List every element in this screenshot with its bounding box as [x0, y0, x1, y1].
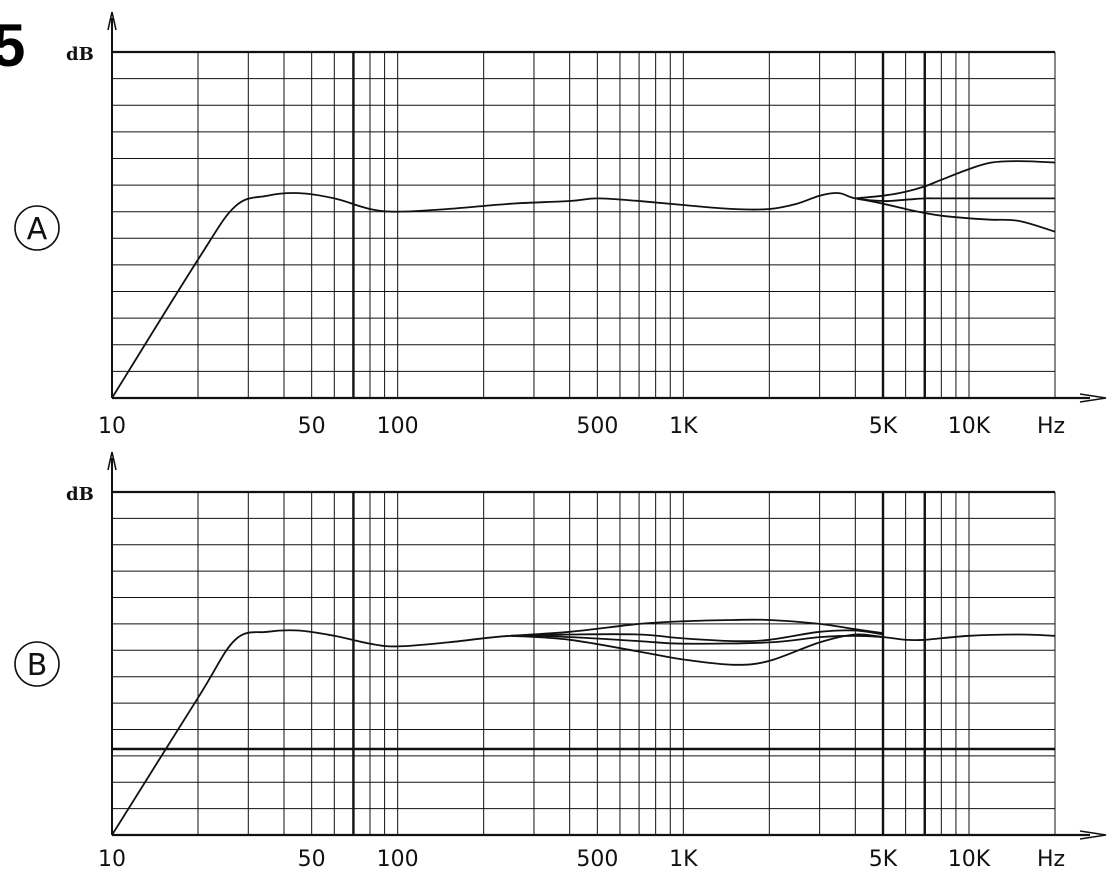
panel-a-axes — [107, 11, 1107, 403]
panel-a-x-tick-label: 50 — [298, 414, 326, 439]
panel-a-label-badge: A — [14, 205, 60, 251]
panel-b-y-axis-arrow — [107, 451, 117, 471]
panel-a-x-tick-label: 100 — [377, 414, 419, 439]
panel-b-response-curve-2 — [511, 618, 884, 637]
panel-a-grid — [112, 50, 1056, 398]
panel-b-x-tick-label: 10K — [948, 847, 991, 872]
panel-b-x-tick-label: 5K — [869, 847, 898, 872]
panel-a-x-tick-label: 10K — [948, 414, 991, 439]
panel-a-response-curve-1 — [112, 192, 1055, 398]
panel-a-tick-labels: 10 50 100 500 1K 5K 10K — [98, 414, 991, 439]
panel-b-x-tick-label: 100 — [377, 847, 419, 872]
panel-b-x-tick-label: 50 — [298, 847, 326, 872]
panel-b-tick-labels: 10 50 100 500 1K 5K 10K — [98, 847, 991, 872]
panel-a-label-circle — [14, 205, 60, 251]
panel-b-response-curve-4 — [511, 629, 884, 643]
panel-a-response-curve-3 — [855, 197, 1055, 233]
panel-a: 10 50 100 500 1K 5K 10K dB Hz A — [14, 11, 1107, 439]
panel-b-grid — [112, 490, 1056, 835]
panel-a-x-tick-label: 500 — [576, 414, 618, 439]
panel-b: 10 50 100 500 1K 5K 10K dB Hz B — [14, 451, 1107, 872]
panel-a-response-curve-2 — [855, 160, 1055, 200]
panel-b-label-circle — [14, 641, 60, 687]
panel-a-y-unit: dB — [66, 44, 94, 65]
panel-a-curves — [112, 160, 1055, 398]
panel-b-x-unit: Hz — [1037, 847, 1065, 872]
panel-b-response-curve-1 — [112, 629, 1055, 835]
panel-a-x-tick-label: 1K — [669, 414, 698, 439]
panel-b-response-curve-3 — [511, 633, 884, 666]
panel-a-x-tick-label: 5K — [869, 414, 898, 439]
panel-a-y-axis-arrow — [107, 11, 117, 31]
panel-a-x-axis-arrow — [1079, 393, 1107, 403]
panel-b-curves — [112, 618, 1055, 835]
panel-b-axes — [107, 451, 1107, 840]
panel-b-x-axis-arrow — [1079, 830, 1107, 840]
figure-number: 5 — [0, 12, 25, 79]
panel-b-x-tick-label: 500 — [576, 847, 618, 872]
panel-a-x-unit: Hz — [1037, 414, 1065, 439]
panel-b-x-tick-label: 1K — [669, 847, 698, 872]
panel-a-label: A — [27, 212, 48, 247]
panel-b-label: B — [27, 648, 48, 683]
panel-b-x-tick-label: 10 — [98, 847, 126, 872]
panel-b-y-unit: dB — [66, 484, 94, 505]
panel-a-x-tick-label: 10 — [98, 414, 126, 439]
panel-b-label-badge: B — [14, 641, 60, 687]
